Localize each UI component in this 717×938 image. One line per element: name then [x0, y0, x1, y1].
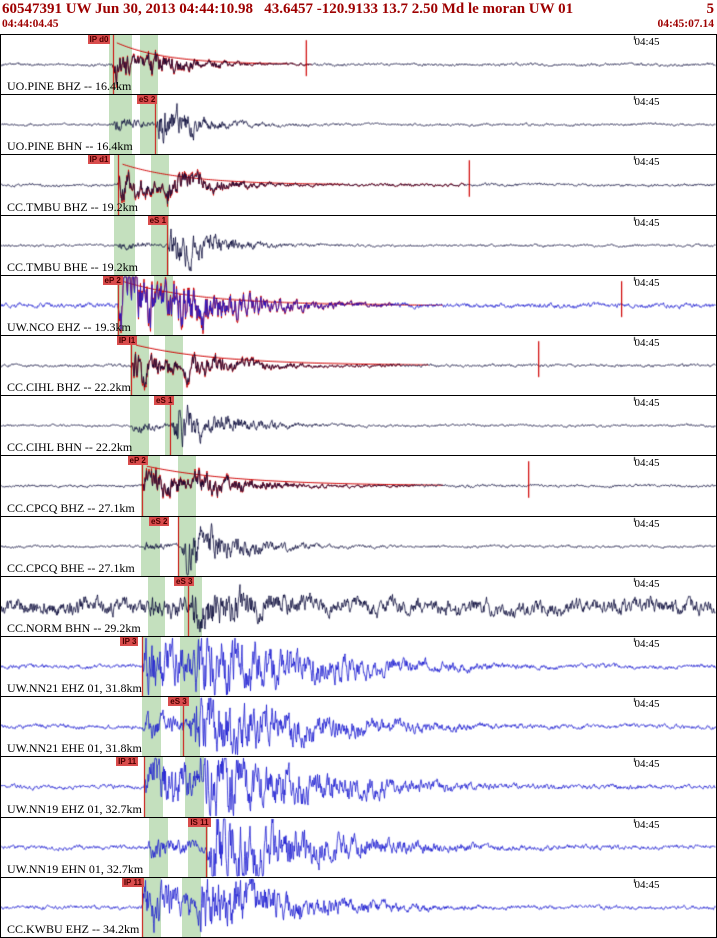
phase-pick-label[interactable]: IP I1 [116, 336, 138, 346]
phase-pick-label[interactable]: IP d0 [87, 35, 111, 44]
trace-panel: eS 1 04:45 CC.TMBU BHE -- 19.2km [1, 215, 716, 276]
minute-label: 04:45 [634, 156, 660, 169]
minute-label: 04:45 [634, 698, 660, 711]
station-label: CC.KWBU EHZ -- 34.2km [7, 922, 140, 937]
waveform-canvas[interactable] [1, 637, 716, 697]
phase-pick-label[interactable]: eS 3 [168, 697, 189, 707]
trace-panel: IS 11 04:45 UW.NN19 EHN 01, 32.7km [1, 817, 716, 878]
waveform-canvas[interactable] [1, 516, 716, 576]
window-end-time: 04:45:07.14 [657, 18, 714, 30]
phase-pick-label[interactable]: eS 3 [174, 576, 195, 586]
phase-pick-label[interactable]: eS 1 [154, 396, 175, 406]
minute-label: 04:45 [634, 878, 660, 891]
trace-panel: IP 11 04:45 UW.NN19 EHZ 01, 32.7km [1, 757, 716, 818]
station-label: UW.NN21 EHZ 01, 31.8km [7, 681, 142, 696]
minute-label: 04:45 [634, 96, 660, 109]
phase-pick-label[interactable]: eP 2 [127, 456, 148, 466]
waveform-canvas[interactable] [1, 396, 716, 456]
waveform-canvas[interactable] [1, 155, 716, 215]
trace-panel: IP 11 04:45 CC.KWBU EHZ -- 34.2km [1, 877, 716, 938]
waveform-canvas[interactable] [1, 817, 716, 877]
trace-panel: IP d0 04:45 UO.PINE BHZ -- 16.4km [1, 35, 716, 96]
trace-panel: eS 3 04:45 UW.NN21 EHE 01, 31.8km [1, 697, 716, 758]
waveform-canvas[interactable] [1, 877, 716, 938]
station-label: UW.NN19 EHN 01, 32.7km [7, 861, 144, 876]
station-label: UO.PINE BHZ -- 16.4km [7, 79, 132, 94]
trace-panel: eP 2 04:45 CC.CPCQ BHZ -- 27.1km [1, 456, 716, 517]
waveform-canvas[interactable] [1, 456, 716, 516]
waveform-canvas[interactable] [1, 697, 716, 757]
trace-panel: IP 3 04:45 UW.NN21 EHZ 01, 31.8km [1, 637, 716, 698]
waveform-canvas[interactable] [1, 215, 716, 275]
phase-pick-label[interactable]: eS 2 [136, 95, 158, 105]
station-label: UW.NN21 EHE 01, 31.8km [7, 741, 142, 756]
station-label: UW.NCO EHZ -- 19.3km [7, 320, 131, 335]
minute-label: 04:45 [634, 517, 660, 530]
phase-pick-label[interactable]: IP 11 [116, 757, 139, 767]
phase-pick-label[interactable]: IP 11 [121, 877, 144, 887]
event-summary: 60547391 UW Jun 30, 2013 04:44:10.98 43.… [2, 1, 574, 17]
minute-label: 04:45 [634, 397, 660, 410]
trace-panel: IP d1 04:45 CC.TMBU BHZ -- 19.2km [1, 155, 716, 216]
window-start-time: 04:44:04.45 [2, 18, 59, 30]
trace-count: 5 [706, 1, 715, 17]
phase-pick-label[interactable]: eS 1 [147, 215, 169, 225]
station-label: CC.CIHL BHZ -- 22.2km [7, 380, 131, 395]
event-header: 60547391 UW Jun 30, 2013 04:44:10.98 43.… [0, 0, 717, 18]
waveform-canvas[interactable] [1, 275, 716, 336]
waveform-canvas[interactable] [1, 576, 716, 637]
trace-area: IP d0 04:45 UO.PINE BHZ -- 16.4km eS 2 0… [0, 34, 717, 938]
minute-label: 04:45 [634, 457, 660, 470]
time-window-bar: 04:44:04.45 04:45:07.14 [0, 18, 717, 31]
phase-pick-label[interactable]: eP 2 [102, 275, 123, 285]
waveform-canvas[interactable] [1, 95, 716, 155]
phase-pick-label[interactable]: IP d1 [87, 155, 111, 165]
trace-panel: IP I1 04:45 CC.CIHL BHZ -- 22.2km [1, 336, 716, 397]
waveform-canvas[interactable] [1, 757, 716, 817]
waveform-canvas[interactable] [1, 336, 716, 396]
minute-label: 04:45 [634, 276, 660, 289]
waveform-canvas[interactable] [1, 35, 716, 95]
trace-panel: eS 2 04:45 CC.CPCQ BHE -- 27.1km [1, 516, 716, 577]
station-label: UO.PINE BHN -- 16.4km [7, 139, 133, 154]
minute-label: 04:45 [634, 638, 660, 651]
station-label: CC.CPCQ BHZ -- 27.1km [7, 500, 135, 515]
minute-label: 04:45 [634, 337, 660, 350]
station-label: CC.TMBU BHE -- 19.2km [7, 259, 139, 274]
phase-pick-label[interactable]: IS 11 [188, 817, 211, 827]
phase-pick-label[interactable]: IP 3 [120, 637, 139, 647]
phase-pick-label[interactable]: eS 2 [149, 516, 170, 526]
minute-label: 04:45 [634, 818, 660, 831]
minute-label: 04:45 [634, 577, 660, 590]
station-label: CC.TMBU BHZ -- 19.2km [7, 199, 139, 214]
trace-panel: eS 1 04:45 CC.CIHL BHN -- 22.2km [1, 396, 716, 457]
trace-panel: eS 3 04:45 CC.NORM BHN -- 29.2km [1, 576, 716, 638]
minute-label: 04:45 [634, 36, 660, 48]
station-label: UW.NN19 EHZ 01, 32.7km [7, 801, 142, 816]
station-label: CC.CIHL BHN -- 22.2km [7, 440, 133, 455]
station-label: CC.NORM BHN -- 29.2km [7, 621, 141, 636]
minute-label: 04:45 [634, 758, 660, 771]
trace-panel: eS 2 04:45 UO.PINE BHN -- 16.4km [1, 95, 716, 156]
station-label: CC.CPCQ BHE -- 27.1km [7, 560, 135, 575]
trace-panel: eP 2 04:45 UW.NCO EHZ -- 19.3km [1, 275, 716, 337]
minute-label: 04:45 [634, 216, 660, 229]
